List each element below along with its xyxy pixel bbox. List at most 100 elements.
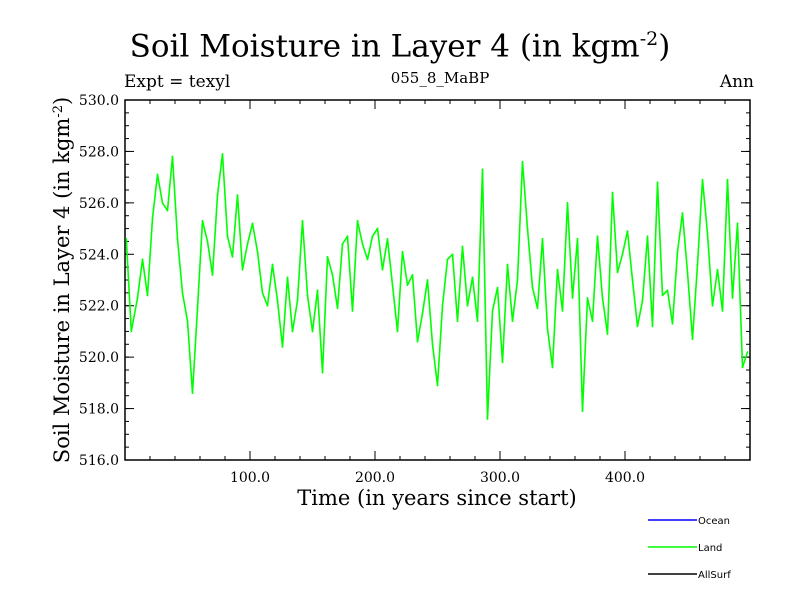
x-axis-ticks: 100.0 200.0 300.0 400.0 <box>149 100 726 486</box>
data-point <box>311 330 314 333</box>
chart-title-close: ) <box>658 28 671 65</box>
data-point <box>711 304 714 307</box>
data-point <box>701 178 704 181</box>
plot-area <box>124 99 751 461</box>
data-point <box>606 333 609 335</box>
data-point <box>186 320 189 323</box>
x-tick-label: 100.0 <box>230 470 270 486</box>
data-point <box>661 294 664 297</box>
data-point <box>346 235 349 238</box>
data-point <box>496 286 499 289</box>
data-point <box>371 235 374 238</box>
y-axis-label-text: Soil Moisture in Layer 4 (in kgm <box>50 118 74 464</box>
data-point <box>191 392 194 395</box>
data-point <box>351 309 354 312</box>
data-point <box>125 237 128 240</box>
y-axis-label: Soil Moisture in Layer 4 (in kgm-2) <box>50 97 74 463</box>
data-point <box>731 297 734 299</box>
y-tick-label: 530.0 <box>79 93 119 109</box>
data-point <box>531 286 534 289</box>
data-point <box>736 222 739 225</box>
data-point <box>666 289 669 292</box>
data-point <box>721 309 724 312</box>
chart-title-sup: -2 <box>639 28 659 50</box>
data-point <box>626 230 629 233</box>
data-point <box>146 294 149 297</box>
data-point <box>291 330 294 333</box>
data-point <box>741 366 744 369</box>
data-point <box>421 312 424 315</box>
y-axis-ticks: 516.0 518.0 520.0 522.0 524.0 526.0 528.0 530.0 <box>79 93 750 469</box>
data-point <box>331 273 334 276</box>
data-point <box>571 297 574 299</box>
data-point <box>341 243 344 245</box>
data-point <box>321 371 324 374</box>
run-label: 055_8_MaBP <box>390 69 490 87</box>
data-point <box>196 307 199 310</box>
data-point <box>551 366 554 369</box>
data-point <box>591 320 594 323</box>
chart-title: Soil Moisture in Layer 4 (in kgm-2) <box>0 28 800 64</box>
data-point <box>356 219 359 222</box>
data-point <box>636 325 639 328</box>
expt-label: Expt = texyl <box>124 72 231 92</box>
data-point <box>296 299 299 302</box>
data-point <box>361 243 364 245</box>
data-point <box>136 297 139 299</box>
data-point <box>151 217 154 220</box>
data-point <box>556 268 559 271</box>
x-tick-label: 400.0 <box>605 470 645 486</box>
x-tick-label: 300.0 <box>480 470 520 486</box>
data-point <box>391 284 394 287</box>
y-tick-label: 524.0 <box>79 247 119 263</box>
data-point <box>641 299 644 302</box>
data-point <box>681 212 684 215</box>
data-point <box>686 271 689 274</box>
data-point <box>671 322 674 325</box>
data-point <box>206 240 209 243</box>
data-point <box>726 178 729 181</box>
data-point <box>166 209 169 212</box>
y-tick-label: 518.0 <box>79 402 119 418</box>
data-point <box>271 263 274 266</box>
data-point <box>411 273 414 276</box>
data-point <box>256 250 259 253</box>
data-point <box>446 258 449 261</box>
legend: Ocean Land AllSurf <box>648 516 731 581</box>
data-point <box>301 219 304 222</box>
data-point <box>691 338 694 341</box>
data-point <box>491 309 494 312</box>
data-point <box>396 330 399 333</box>
data-point <box>476 320 479 323</box>
series-layer <box>125 153 749 420</box>
data-point <box>226 235 229 238</box>
data-point <box>601 297 604 299</box>
data-point <box>746 351 749 353</box>
data-point <box>231 255 234 258</box>
legend-label-allsurf: AllSurf <box>698 570 731 581</box>
data-point <box>526 227 529 230</box>
data-point <box>561 309 564 312</box>
data-point <box>611 191 614 194</box>
y-tick-label: 528.0 <box>79 144 119 160</box>
y-tick-label: 516.0 <box>79 453 119 469</box>
data-point <box>631 279 634 281</box>
data-point <box>281 345 284 348</box>
data-point <box>481 168 484 171</box>
data-point <box>456 320 459 323</box>
data-point <box>506 263 509 266</box>
data-point <box>221 153 224 155</box>
data-point <box>426 279 429 281</box>
data-point <box>201 219 204 222</box>
data-point <box>486 417 489 420</box>
data-point <box>511 320 514 323</box>
data-point <box>576 237 579 240</box>
y-tick-label: 526.0 <box>79 196 119 212</box>
data-point <box>156 173 159 176</box>
data-point <box>336 307 339 310</box>
data-point <box>696 263 699 266</box>
data-point <box>431 343 434 346</box>
data-point <box>161 201 164 204</box>
data-point <box>441 304 444 307</box>
data-point <box>261 291 264 294</box>
